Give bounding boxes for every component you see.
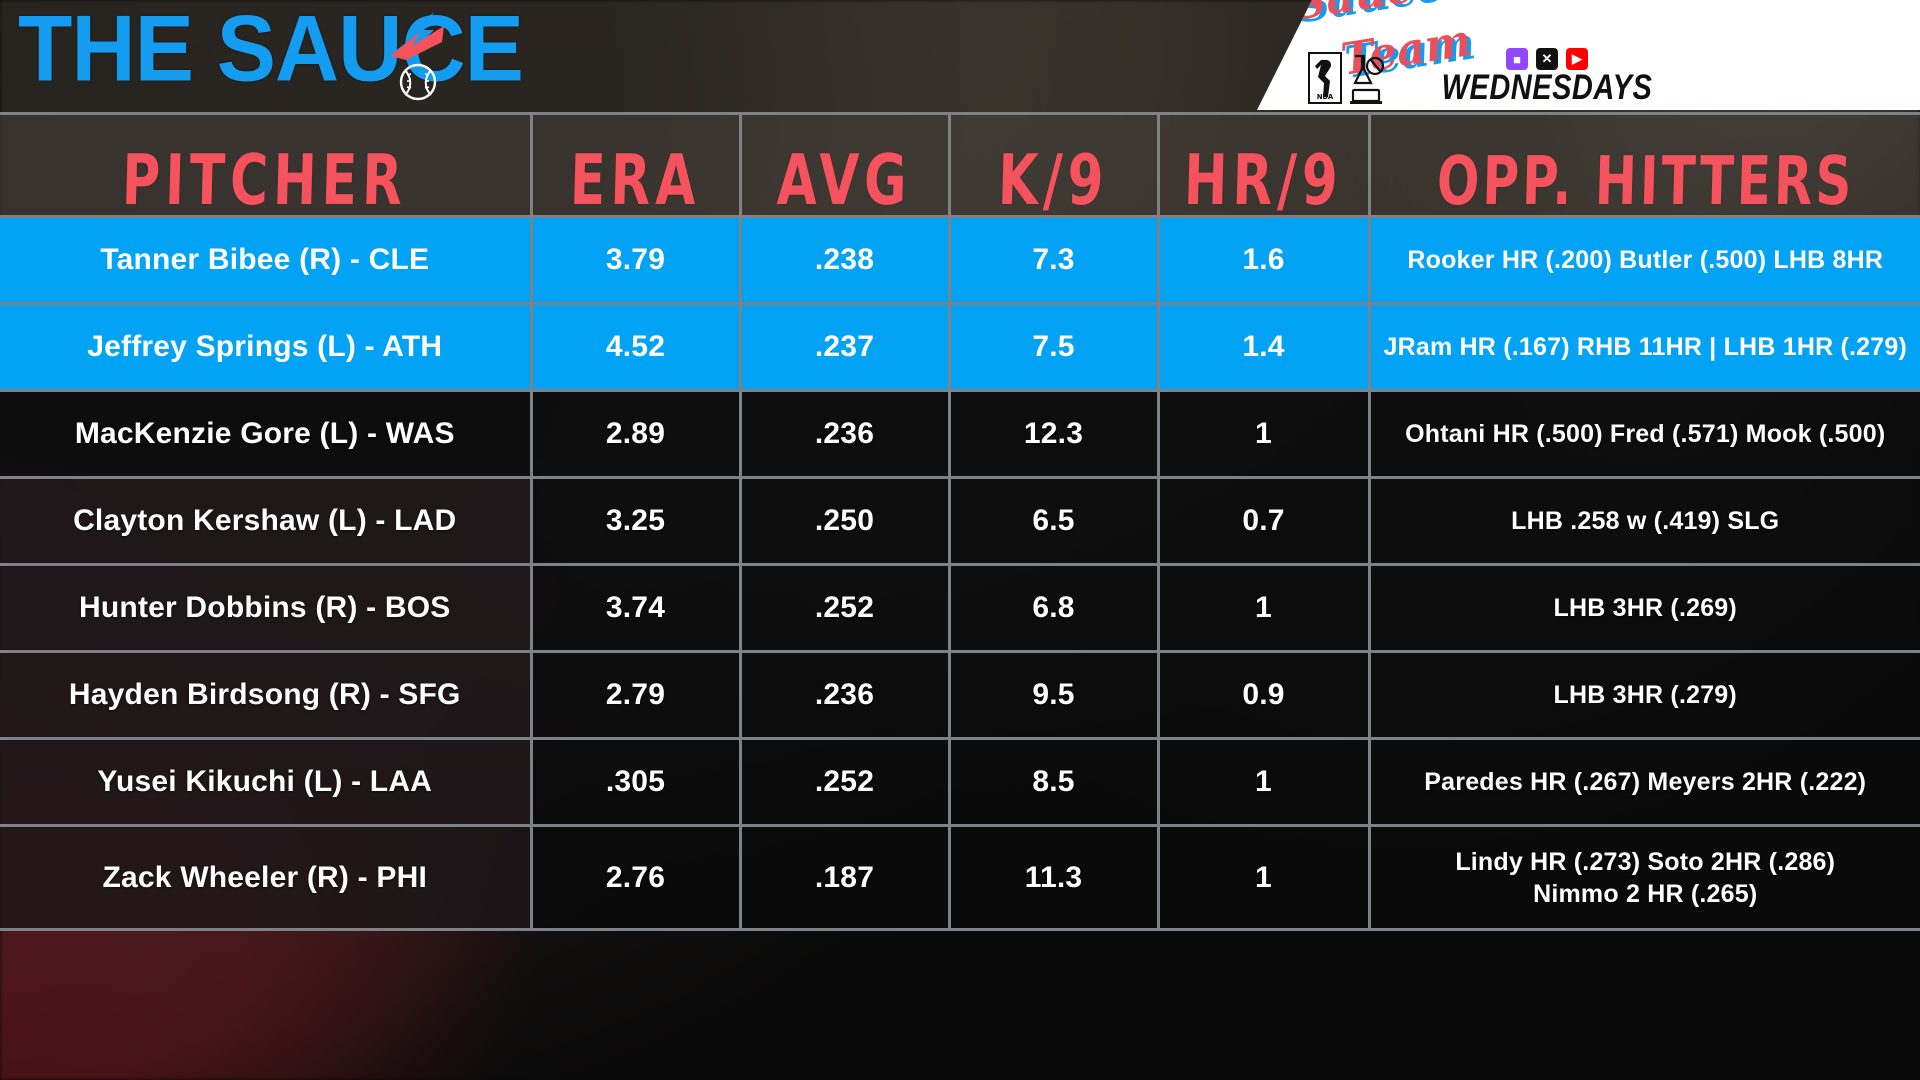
top-banner: THE SAUCE All-Sauce All-Sauce Team Team [0,0,1920,110]
cell-era: 2.89 [529,389,742,479]
cell-hr9: 1 [1156,824,1371,931]
cell-pitcher: Clayton Kershaw (L) - LAD [0,476,533,566]
svg-text:NBA: NBA [1317,93,1334,101]
cell-hr9: 1 [1156,737,1371,827]
cell-pitcher: Hayden Birdsong (R) - SFG [0,650,533,740]
cell-era: 2.76 [529,824,742,931]
cell-avg: .252 [738,737,951,827]
cell-k9: 7.5 [947,302,1160,392]
schedule-day-1: WEDNESDAYS [1441,68,1653,108]
cell-avg: .252 [738,563,951,653]
column-header-era: ERA [529,112,742,222]
cell-opp-hitters-line1: Lindy HR (.273) Soto 2HR (.286) [1455,847,1836,876]
cell-k9: 12.3 [947,389,1160,479]
cell-hr9: 1.4 [1156,302,1371,392]
column-header-hr9-label: HR/9 [1183,140,1344,222]
social-links[interactable]: ■ ✕ ▶ [1422,48,1672,70]
all-sauce-team-card: All-Sauce All-Sauce Team Team NBA [1256,0,1920,110]
twitch-icon[interactable]: ■ [1506,48,1528,70]
cell-k9: 6.5 [947,476,1160,566]
table-body: Tanner Bibee (R) - CLE 3.79 .238 7.3 1.6… [0,215,1920,931]
youtube-icon[interactable]: ▶ [1566,48,1588,70]
cell-opp-hitters: Paredes HR (.267) Meyers 2HR (.222) [1367,737,1920,827]
cell-hr9: 1 [1156,563,1371,653]
cell-k9: 7.3 [947,215,1160,305]
network-icons: NBA [1308,52,1387,104]
cell-opp-hitters: LHB .258 w (.419) SLG [1367,476,1920,566]
column-header-pitcher-label: PITCHER [121,140,409,222]
brand-logo-text: THE SAUCE [18,0,524,101]
cell-k9: 11.3 [947,824,1160,931]
nba-logo-icon: NBA [1308,52,1342,104]
cell-avg: .236 [738,650,951,740]
cell-k9: 6.8 [947,563,1160,653]
cell-opp-hitters: LHB 3HR (.279) [1367,650,1920,740]
cell-avg: .187 [738,824,951,931]
column-header-pitcher: PITCHER [0,112,533,222]
cell-opp-hitters: Ohtani HR (.500) Fred (.571) Mook (.500) [1367,389,1920,479]
cell-k9: 8.5 [947,737,1160,827]
cell-avg: .237 [738,302,951,392]
table-row[interactable]: MacKenzie Gore (L) - WAS 2.89 .236 12.3 … [0,389,1920,479]
cell-hr9: 1 [1156,389,1371,479]
cell-era: 3.79 [529,215,742,305]
table-row[interactable]: Yusei Kikuchi (L) - LAA .305 .252 8.5 1 … [0,737,1920,827]
cell-pitcher: Zack Wheeler (R) - PHI [0,824,533,931]
column-header-avg-label: AVG [776,140,913,222]
cell-pitcher: Yusei Kikuchi (L) - LAA [0,737,533,827]
cell-opp-hitters: JRam HR (.167) RHB 11HR | LHB 1HR (.279) [1367,302,1920,392]
cell-era: 3.74 [529,563,742,653]
column-header-k9: K/9 [947,112,1160,222]
x-twitter-icon[interactable]: ✕ [1536,48,1558,70]
table-row[interactable]: Tanner Bibee (R) - CLE 3.79 .238 7.3 1.6… [0,215,1920,305]
lightning-swoosh-icon [390,12,444,60]
cell-opp-hitters-line2: Nimmo 2 HR (.265) [1533,879,1758,908]
column-header-opp-hitters-label: OPP. HITTERS [1435,142,1856,220]
cell-avg: .238 [738,215,951,305]
stream-schedule: ■ ✕ ▶ WEDNESDAYS FRIDAYS [1422,48,1672,110]
table-row[interactable]: Hunter Dobbins (R) - BOS 3.74 .252 6.8 1… [0,563,1920,653]
cell-era: .305 [529,737,742,827]
baseball-icon [399,63,437,101]
cell-pitcher: MacKenzie Gore (L) - WAS [0,389,533,479]
schedule-day-2: FRIDAYS [1422,106,1672,110]
cell-pitcher: Jeffrey Springs (L) - ATH [0,302,533,392]
cell-era: 3.25 [529,476,742,566]
science-flask-icon [1350,54,1385,104]
cell-pitcher: Tanner Bibee (R) - CLE [0,215,533,305]
table-row[interactable]: Zack Wheeler (R) - PHI 2.76 .187 11.3 1 … [0,824,1920,931]
cell-avg: .236 [738,389,951,479]
table-row[interactable]: Clayton Kershaw (L) - LAD 3.25 .250 6.5 … [0,476,1920,566]
cell-hr9: 0.9 [1156,650,1371,740]
pitcher-stats-table: PITCHER ERA AVG K/9 HR/9 OPP. HITTERS Ta… [0,112,1920,931]
table-row[interactable]: Hayden Birdsong (R) - SFG 2.79 .236 9.5 … [0,650,1920,740]
cell-avg: .250 [738,476,951,566]
cell-era: 2.79 [529,650,742,740]
cell-pitcher: Hunter Dobbins (R) - BOS [0,563,533,653]
table-header-row: PITCHER ERA AVG K/9 HR/9 OPP. HITTERS [0,112,1920,222]
column-header-k9-label: K/9 [997,140,1110,222]
column-header-avg: AVG [738,112,951,222]
cell-opp-hitters: LHB 3HR (.269) [1367,563,1920,653]
column-header-opp-hitters: OPP. HITTERS [1367,112,1920,220]
table-row[interactable]: Jeffrey Springs (L) - ATH 4.52 .237 7.5 … [0,302,1920,392]
cell-opp-hitters: Lindy HR (.273) Soto 2HR (.286) Nimmo 2 … [1367,824,1920,931]
cell-hr9: 1.6 [1156,215,1371,305]
cell-era: 4.52 [529,302,742,392]
brand-logo: THE SAUCE [18,1,524,95]
cell-hr9: 0.7 [1156,476,1371,566]
column-header-hr9: HR/9 [1156,112,1371,222]
cell-k9: 9.5 [947,650,1160,740]
column-header-era-label: ERA [569,140,702,222]
cell-opp-hitters: Rooker HR (.200) Butler (.500) LHB 8HR [1367,215,1920,305]
